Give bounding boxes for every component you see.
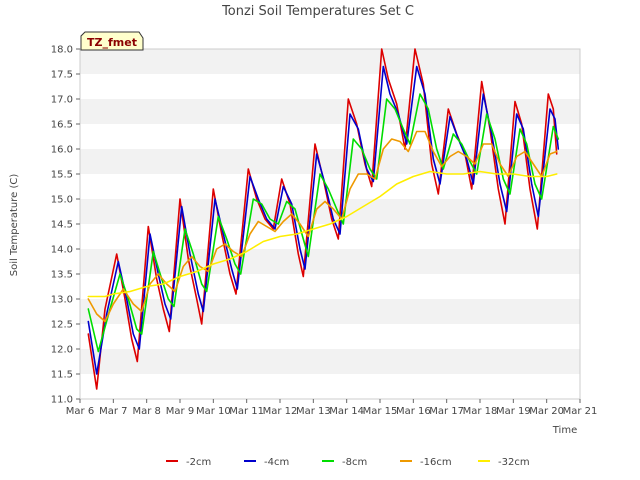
x-axis-label: Time [552, 425, 577, 436]
grid-band [80, 74, 580, 99]
x-tick-label: Mar 21 [563, 406, 598, 417]
y-tick-label: 17.5 [51, 70, 73, 81]
grid-band [80, 124, 580, 149]
grid-band [80, 49, 580, 74]
grid-band [80, 374, 580, 399]
y-tick-label: 15.5 [51, 170, 73, 181]
y-tick-label: 11.5 [51, 370, 73, 381]
grid-band [80, 249, 580, 274]
y-axis-label: Soil Temperature (C) [9, 174, 20, 277]
x-tick-label: Mar 9 [166, 406, 194, 417]
site-badge: TZ_fmet [80, 31, 144, 51]
y-axis-ticks: 11.0 11.5 12.0 12.5 13.0 13.5 14.0 14.5 15.0 15.5… [51, 45, 80, 406]
grid-band [80, 224, 580, 249]
y-tick-label: 12.0 [51, 345, 73, 356]
x-tick-label: Mar 16 [396, 406, 431, 417]
legend-label: -8cm [342, 457, 367, 468]
legend-label: -32cm [498, 457, 530, 468]
y-tick-label: 14.0 [51, 245, 73, 256]
series-line-8cm [87, 93, 560, 353]
legend-label: -16cm [420, 457, 452, 468]
chart-title: Tonzi Soil Temperatures Set C [221, 4, 414, 19]
y-tick-label: 13.0 [51, 295, 73, 306]
x-tick-label: Mar 20 [529, 406, 564, 417]
x-tick-label: Mar 18 [463, 406, 498, 417]
legend: -2cm -4cm -8cm -16cm -32cm [166, 457, 530, 468]
y-tick-label: 18.0 [51, 45, 73, 56]
x-tick-label: Mar 17 [429, 406, 464, 417]
series-line-16cm [87, 130, 558, 323]
y-tick-label: 16.5 [51, 120, 73, 131]
x-tick-label: Mar 7 [99, 406, 127, 417]
y-tick-label: 15.0 [51, 195, 73, 206]
x-tick-label: Mar 10 [196, 406, 231, 417]
x-tick-label: Mar 8 [132, 406, 160, 417]
x-tick-label: Mar 11 [229, 406, 264, 417]
grid-band [80, 174, 580, 199]
y-tick-label: 14.5 [51, 220, 73, 231]
x-tick-label: Mar 14 [329, 406, 364, 417]
y-tick-label: 13.5 [51, 270, 73, 281]
x-tick-label: Mar 19 [496, 406, 531, 417]
site-badge-box [80, 31, 144, 51]
legend-label: -4cm [264, 457, 289, 468]
y-tick-label: 17.0 [51, 95, 73, 106]
grid-band [80, 349, 580, 374]
legend-label: -2cm [186, 457, 211, 468]
grid-band [80, 324, 580, 349]
series-lines [87, 48, 560, 390]
grid-band [80, 99, 580, 124]
x-tick-label: Mar 12 [263, 406, 298, 417]
y-tick-label: 12.5 [51, 320, 73, 331]
site-badge-label: TZ_fmet [87, 36, 137, 49]
grid-band [80, 299, 580, 324]
series-line-32cm [87, 170, 558, 298]
x-tick-label: Mar 6 [66, 406, 94, 417]
y-tick-label: 16.0 [51, 145, 73, 156]
x-tick-label: Mar 15 [363, 406, 398, 417]
x-tick-label: Mar 13 [296, 406, 331, 417]
y-tick-label: 11.0 [51, 395, 73, 406]
